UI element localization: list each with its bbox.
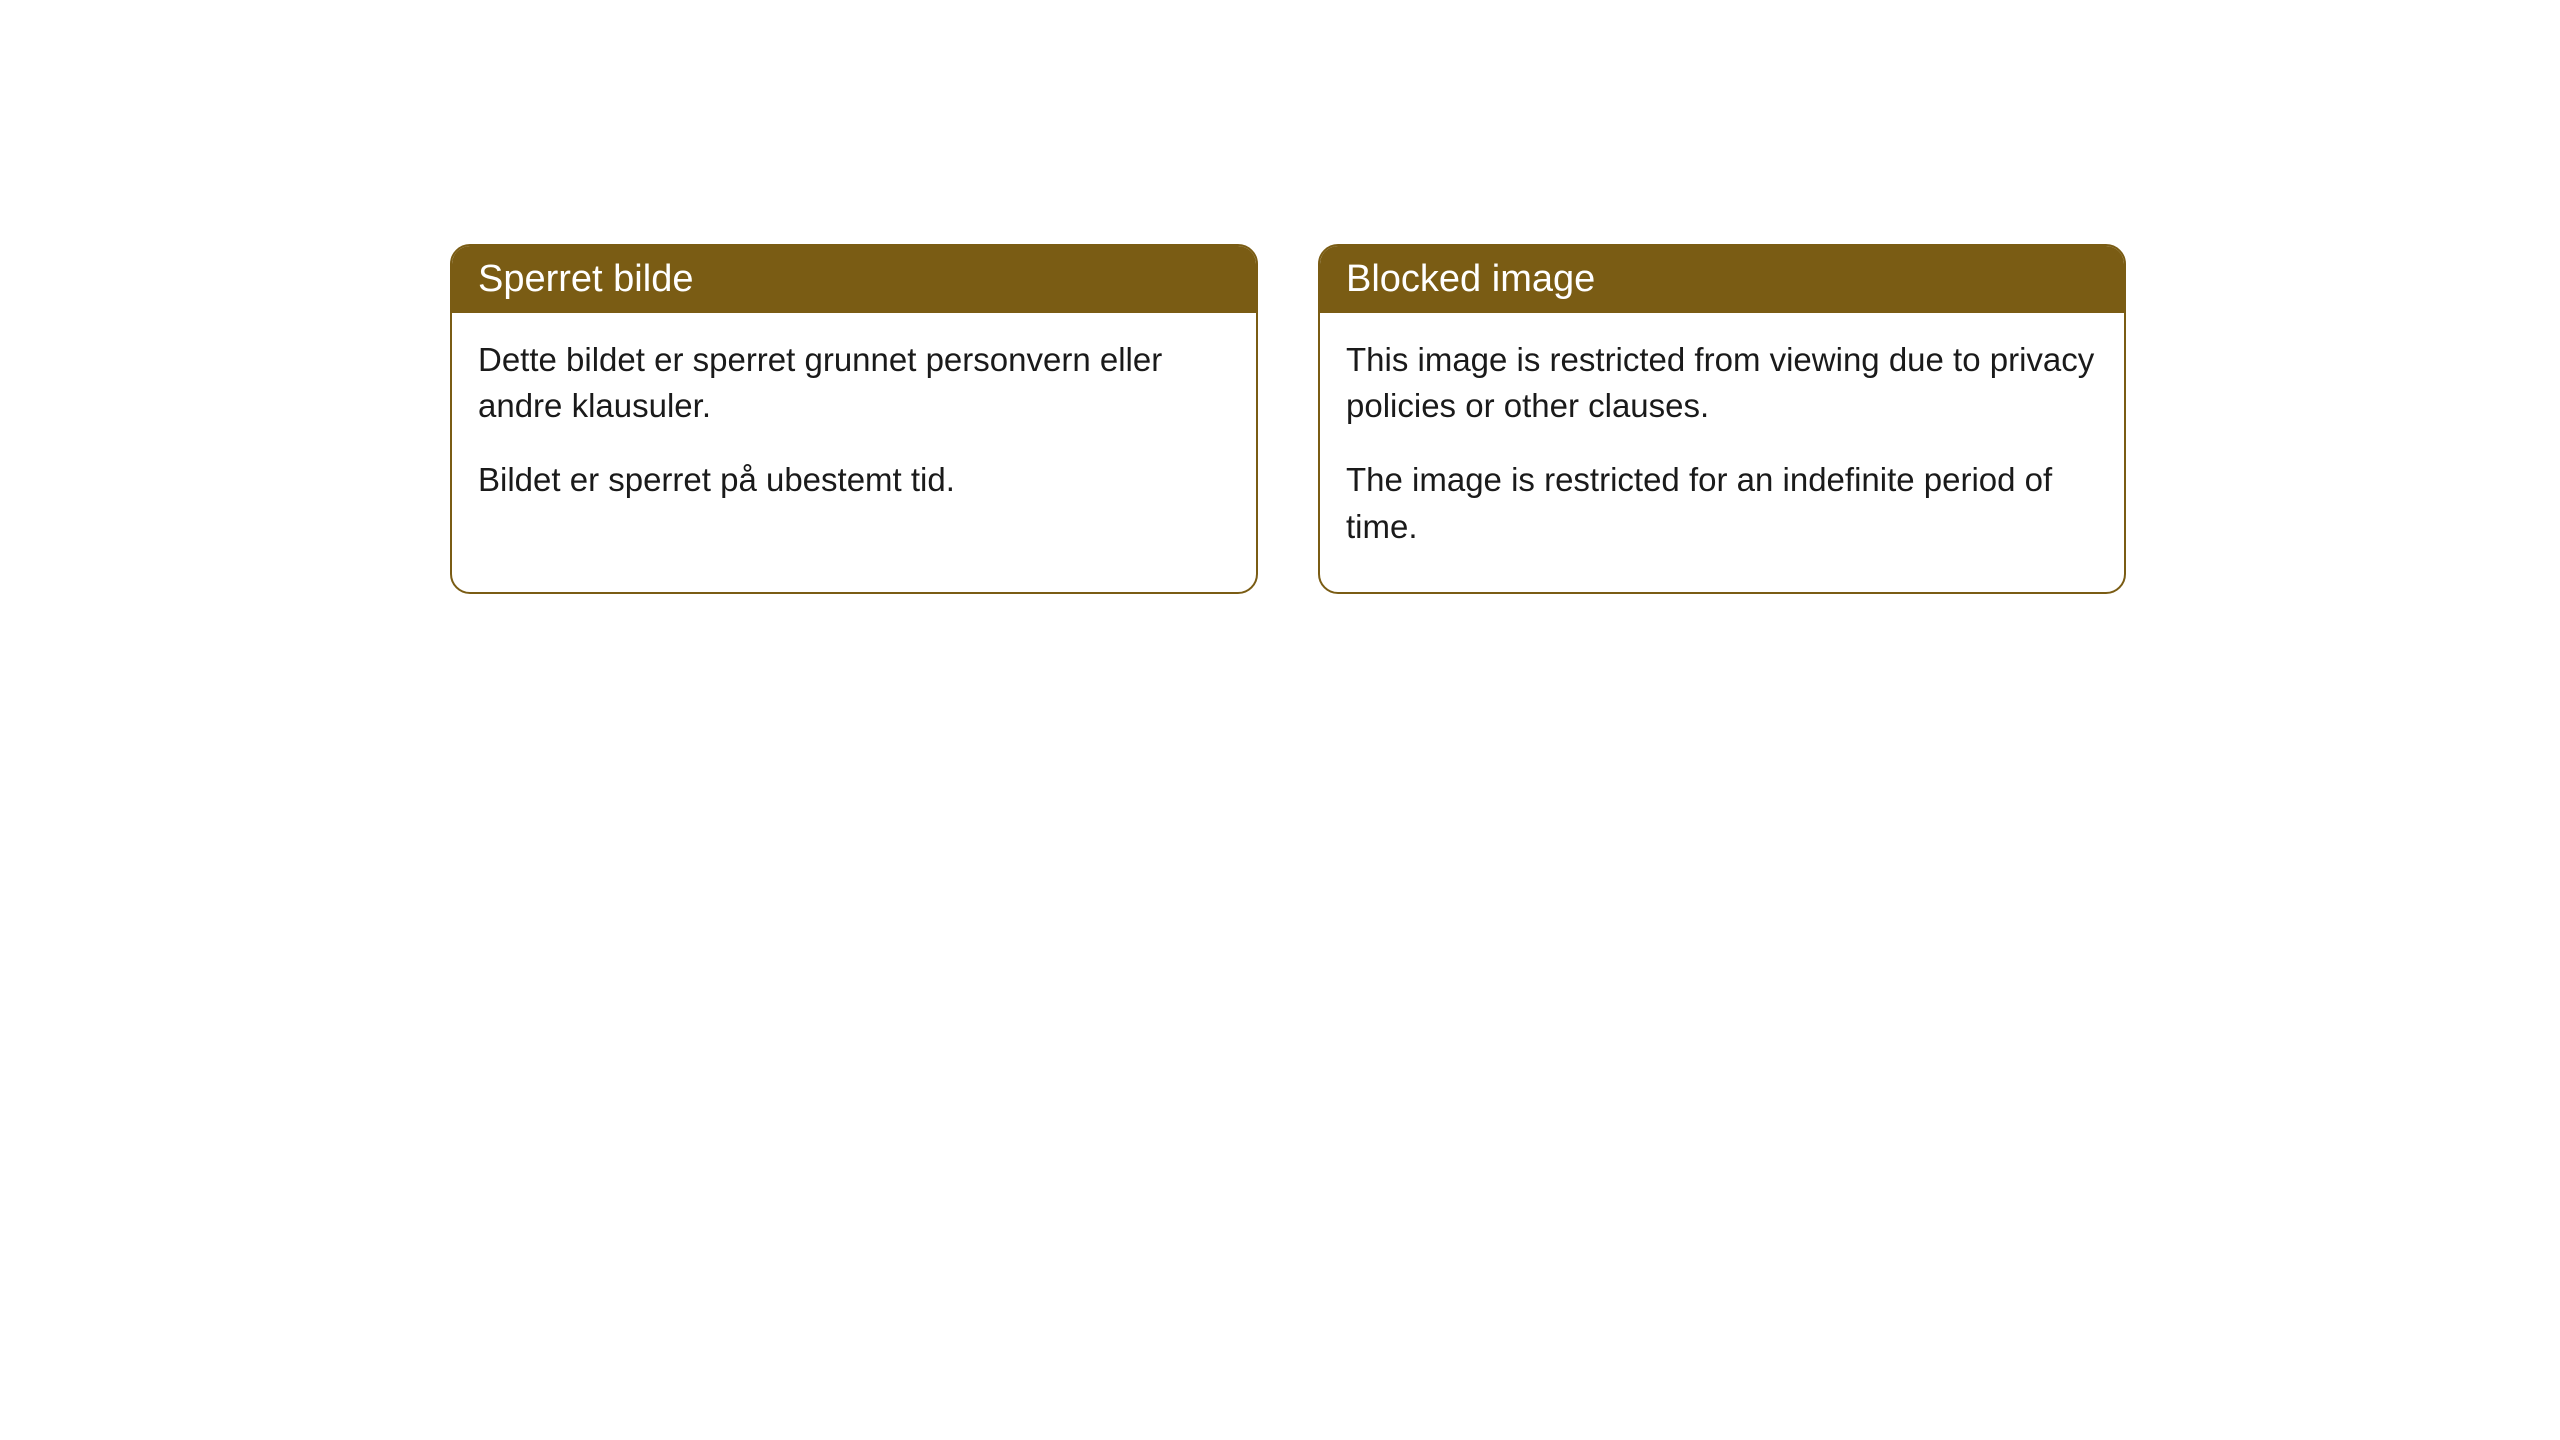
card-paragraph: This image is restricted from viewing du… (1346, 337, 2098, 429)
card-title: Sperret bilde (478, 258, 693, 300)
card-body: This image is restricted from viewing du… (1320, 313, 2124, 592)
blocked-image-card-english: Blocked image This image is restricted f… (1318, 244, 2126, 594)
card-paragraph: Bildet er sperret på ubestemt tid. (478, 457, 1230, 503)
card-title: Blocked image (1346, 258, 1595, 300)
blocked-image-card-norwegian: Sperret bilde Dette bildet er sperret gr… (450, 244, 1258, 594)
card-header: Blocked image (1320, 246, 2124, 313)
notification-cards-container: Sperret bilde Dette bildet er sperret gr… (450, 244, 2126, 594)
card-header: Sperret bilde (452, 246, 1256, 313)
card-paragraph: The image is restricted for an indefinit… (1346, 457, 2098, 549)
card-body: Dette bildet er sperret grunnet personve… (452, 313, 1256, 546)
card-paragraph: Dette bildet er sperret grunnet personve… (478, 337, 1230, 429)
